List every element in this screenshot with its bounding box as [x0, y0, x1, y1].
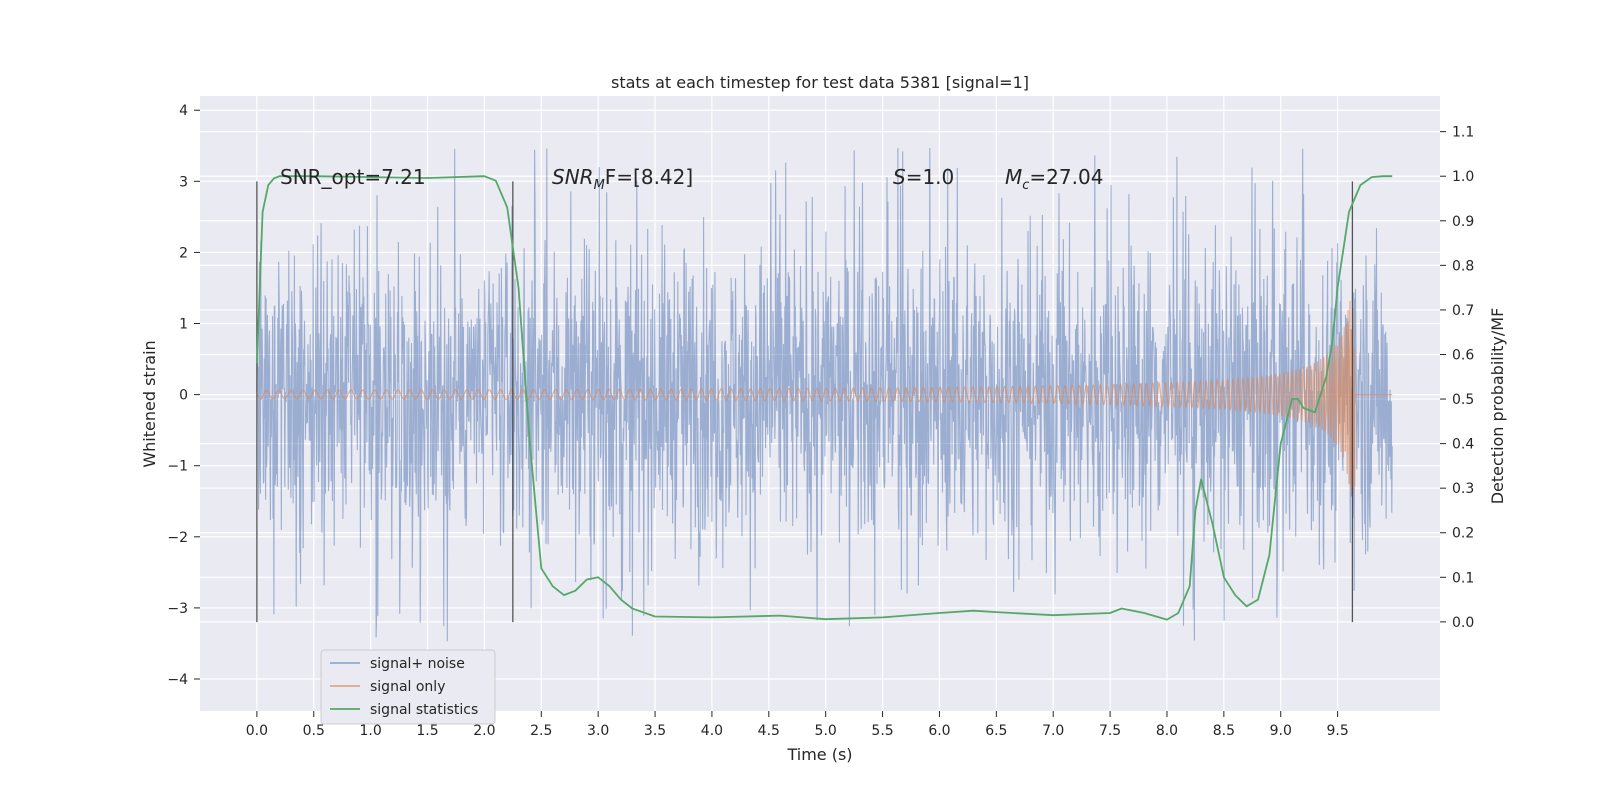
annotation-mc-letter: M: [1005, 165, 1022, 189]
y-tick-label: 2: [179, 245, 188, 261]
chart-title: stats at each timestep for test data 538…: [611, 73, 1029, 92]
annotation-mc: Mc=27.04: [1005, 165, 1103, 193]
x-tick-label: 7.0: [1042, 723, 1064, 739]
y-tick-label: 1: [179, 317, 188, 333]
y-axis-ticks-left: −4 −3 −2 −1 0 1 2 3 4: [167, 103, 200, 688]
y-axis-label-right: Detection probability/MF: [1488, 308, 1507, 505]
legend-label-signal: signal only: [370, 679, 445, 695]
y-right-tick-label: 1.0: [1452, 169, 1474, 185]
y-right-tick-label: 0.7: [1452, 303, 1474, 319]
signal-only-series: [256, 300, 1393, 498]
y-right-tick-label: 0.6: [1452, 347, 1474, 363]
x-tick-label: 9.5: [1326, 723, 1348, 739]
y-tick-label: −3: [167, 601, 188, 617]
signal-statistics-series: [256, 175, 1393, 621]
x-tick-label: 6.0: [928, 723, 950, 739]
y-right-tick-label: 0.1: [1452, 570, 1474, 586]
signal-statistics-line: [256, 175, 1393, 621]
x-tick-label: 3.0: [587, 723, 609, 739]
annotation-snr-mf-sub: M: [594, 178, 605, 193]
x-tick-label: 3.5: [644, 723, 666, 739]
x-axis-label: Time (s): [786, 745, 852, 764]
annotation-s: S=1.0: [893, 165, 954, 189]
annotation-snr-mf-rest: F=[8.42]: [605, 165, 693, 189]
x-tick-label: 2.0: [473, 723, 495, 739]
y-right-tick-label: 0.2: [1452, 526, 1474, 542]
y-tick-label: −2: [167, 530, 188, 546]
y-tick-label: −1: [167, 459, 188, 475]
annotation-snr-mf: SNRMF=[8.42]: [552, 165, 693, 193]
annotation-snr-mf-base: SNR: [552, 165, 594, 189]
x-tick-label: 0.0: [246, 723, 268, 739]
y-tick-label: 3: [179, 174, 188, 190]
x-axis-ticks: 0.0 0.5 1.0 1.5 2.0 2.5 3.0 3.5 4.0 4.5 5.0 5.5 6.0 6…: [246, 711, 1349, 739]
y-axis-label-left: Whitened strain: [140, 340, 159, 467]
x-tick-label: 1.5: [416, 723, 438, 739]
x-tick-label: 5.0: [815, 723, 837, 739]
legend: signal+ noise signal only signal statist…: [320, 649, 496, 725]
y-tick-label: 0: [179, 388, 188, 404]
y-tick-label: 4: [179, 103, 188, 119]
annotation-s-value: =1.0: [906, 165, 955, 189]
x-tick-label: 8.5: [1213, 723, 1235, 739]
y-right-tick-label: 0.4: [1452, 437, 1474, 453]
x-tick-label: 6.5: [985, 723, 1007, 739]
y-right-tick-label: 0.0: [1452, 615, 1474, 631]
x-tick-label: 9.0: [1270, 723, 1292, 739]
annotation-snr-opt: SNR_opt=7.21: [280, 165, 426, 189]
y-axis-ticks-right: 0.0 0.1 0.2 0.3 0.4 0.5 0.6 0.7 0.8 0.9 1.0 1.1: [1440, 125, 1474, 631]
x-tick-label: 8.0: [1156, 723, 1178, 739]
y-right-tick-label: 0.9: [1452, 214, 1474, 230]
legend-box: [320, 649, 496, 725]
legend-label-noise: signal+ noise: [370, 656, 465, 672]
annotation-mc-sub: c: [1022, 178, 1029, 193]
legend-label-stats: signal statistics: [370, 702, 478, 718]
y-right-tick-label: 0.8: [1452, 258, 1474, 274]
annotation-s-letter: S: [893, 165, 906, 189]
y-right-tick-label: 0.3: [1452, 481, 1474, 497]
y-right-tick-label: 1.1: [1452, 125, 1474, 141]
y-right-tick-label: 0.5: [1452, 392, 1474, 408]
signal-only-line: [256, 300, 1393, 498]
x-tick-label: 4.0: [701, 723, 723, 739]
marker-lines: [256, 181, 1354, 623]
y-tick-label: −4: [167, 672, 188, 688]
x-tick-label: 4.5: [758, 723, 780, 739]
x-tick-label: 0.5: [303, 723, 325, 739]
x-tick-label: 7.5: [1099, 723, 1121, 739]
x-tick-label: 5.5: [871, 723, 893, 739]
x-tick-label: 1.0: [360, 723, 382, 739]
x-tick-label: 2.5: [530, 723, 552, 739]
annotation-mc-rest: =27.04: [1029, 165, 1103, 189]
